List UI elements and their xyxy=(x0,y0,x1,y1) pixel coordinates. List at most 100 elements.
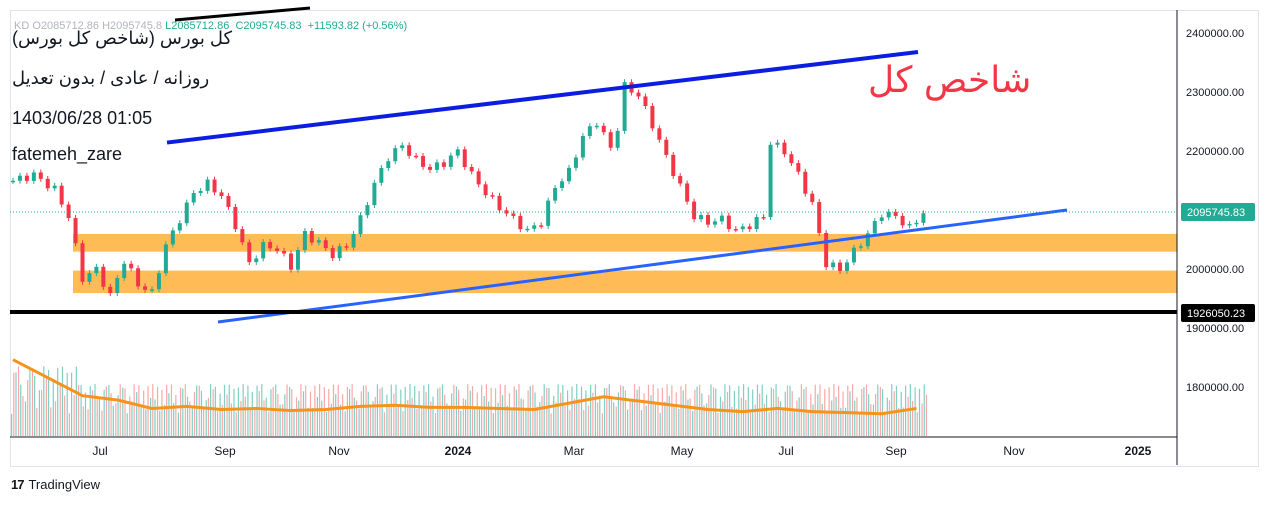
candle-body xyxy=(407,145,412,156)
candle-body xyxy=(101,266,106,287)
time-tick-label: Nov xyxy=(328,444,349,458)
volume-bar xyxy=(87,409,89,436)
candle-body xyxy=(17,175,22,181)
volume-bar xyxy=(858,412,861,436)
price-tick-label: 2000000.00 xyxy=(1186,264,1244,276)
candle-body xyxy=(115,278,120,294)
candle-body xyxy=(900,215,905,226)
volume-bar xyxy=(161,389,163,436)
volume-bar xyxy=(411,397,413,436)
volume-bar xyxy=(180,387,182,436)
price-tick-label: 1800000.00 xyxy=(1186,382,1244,394)
volume-bar xyxy=(381,387,383,436)
candle-body xyxy=(845,262,849,271)
volume-bar xyxy=(198,385,200,436)
candle-body xyxy=(838,262,843,271)
candle-body xyxy=(803,171,808,194)
candle-body xyxy=(80,243,85,282)
volume-bar xyxy=(210,384,212,436)
volume-bar xyxy=(719,396,722,436)
ohlc-hidden: KD O2085712.86 H2095745.8 xyxy=(14,20,163,32)
volume-bar xyxy=(699,384,701,436)
volume-bar xyxy=(369,407,372,436)
volume-bar xyxy=(186,396,189,436)
volume-bar xyxy=(358,408,360,436)
volume-bar xyxy=(159,410,161,436)
volume-bar xyxy=(191,407,193,436)
volume-bar xyxy=(791,391,793,436)
tradingview-logo[interactable]: 17 TradingView xyxy=(11,477,100,492)
volume-bar xyxy=(689,398,691,436)
volume-bar xyxy=(900,391,902,436)
current-price-label: 2095745.83 xyxy=(1187,207,1245,219)
volume-bar xyxy=(601,413,603,436)
volume-bar xyxy=(237,387,239,436)
volume-bar xyxy=(117,395,119,436)
volume-bar xyxy=(522,399,524,436)
volume-bar xyxy=(446,403,448,436)
volume-bar xyxy=(886,397,888,436)
volume-bar xyxy=(154,399,156,436)
volume-bar xyxy=(309,391,312,436)
volume-bar xyxy=(80,385,82,436)
volume-bar xyxy=(884,411,886,436)
volume-bar xyxy=(462,398,464,436)
volume-bar xyxy=(661,387,663,436)
candle-body xyxy=(893,211,898,216)
volume-bar xyxy=(110,393,112,436)
candle-body xyxy=(59,185,64,205)
volume-bar xyxy=(77,384,80,436)
price-tick-label: 2300000.00 xyxy=(1186,87,1244,99)
volume-bar xyxy=(835,397,837,436)
volume-bar xyxy=(831,400,833,436)
candle-body xyxy=(254,258,259,263)
volume-bar xyxy=(407,399,409,436)
candle-body xyxy=(31,172,36,181)
candle-body xyxy=(268,242,273,249)
volume-bar xyxy=(821,403,823,436)
volume-bar xyxy=(126,413,128,436)
volume-bar xyxy=(608,384,610,436)
volume-bar xyxy=(759,393,761,436)
volume-bar xyxy=(712,387,715,436)
time-tick-label: Mar xyxy=(564,444,585,458)
volume-bar xyxy=(543,384,545,436)
volume-bar xyxy=(745,399,747,436)
volume-bar xyxy=(397,404,399,436)
volume-bar xyxy=(131,401,133,436)
candle-body xyxy=(712,221,717,225)
volume-bar xyxy=(539,402,541,436)
volume-bar xyxy=(59,384,61,436)
volume-bar xyxy=(20,384,22,436)
volume-bar xyxy=(91,390,94,436)
volume-bar xyxy=(474,408,476,436)
candle-body xyxy=(601,125,606,133)
volume-bar xyxy=(219,393,221,436)
volume-bar xyxy=(527,390,529,436)
volume-bar xyxy=(583,409,585,436)
volume-bar xyxy=(451,393,453,436)
volume-bar xyxy=(622,386,624,436)
volume-bar xyxy=(485,384,487,436)
candlestick-series xyxy=(11,79,926,297)
candle-body xyxy=(358,215,363,235)
volume-bar xyxy=(302,391,305,436)
candle-body xyxy=(636,92,641,97)
volume-bar xyxy=(168,393,170,436)
volume-bar xyxy=(652,384,654,436)
volume-bar xyxy=(562,385,564,436)
volume-bar xyxy=(870,404,872,436)
volume-bar xyxy=(553,395,555,436)
volume-bar xyxy=(279,404,281,436)
volume-bar xyxy=(501,395,504,436)
volume-bar xyxy=(360,391,362,436)
support-zones xyxy=(73,233,1177,294)
volume-bar xyxy=(214,386,216,436)
volume-bar xyxy=(610,395,613,436)
chart-frame[interactable] xyxy=(10,10,1259,467)
volume-bar xyxy=(200,390,203,436)
volume-bar xyxy=(277,394,279,436)
volume-bar xyxy=(638,386,640,436)
volume-bar xyxy=(418,391,420,436)
